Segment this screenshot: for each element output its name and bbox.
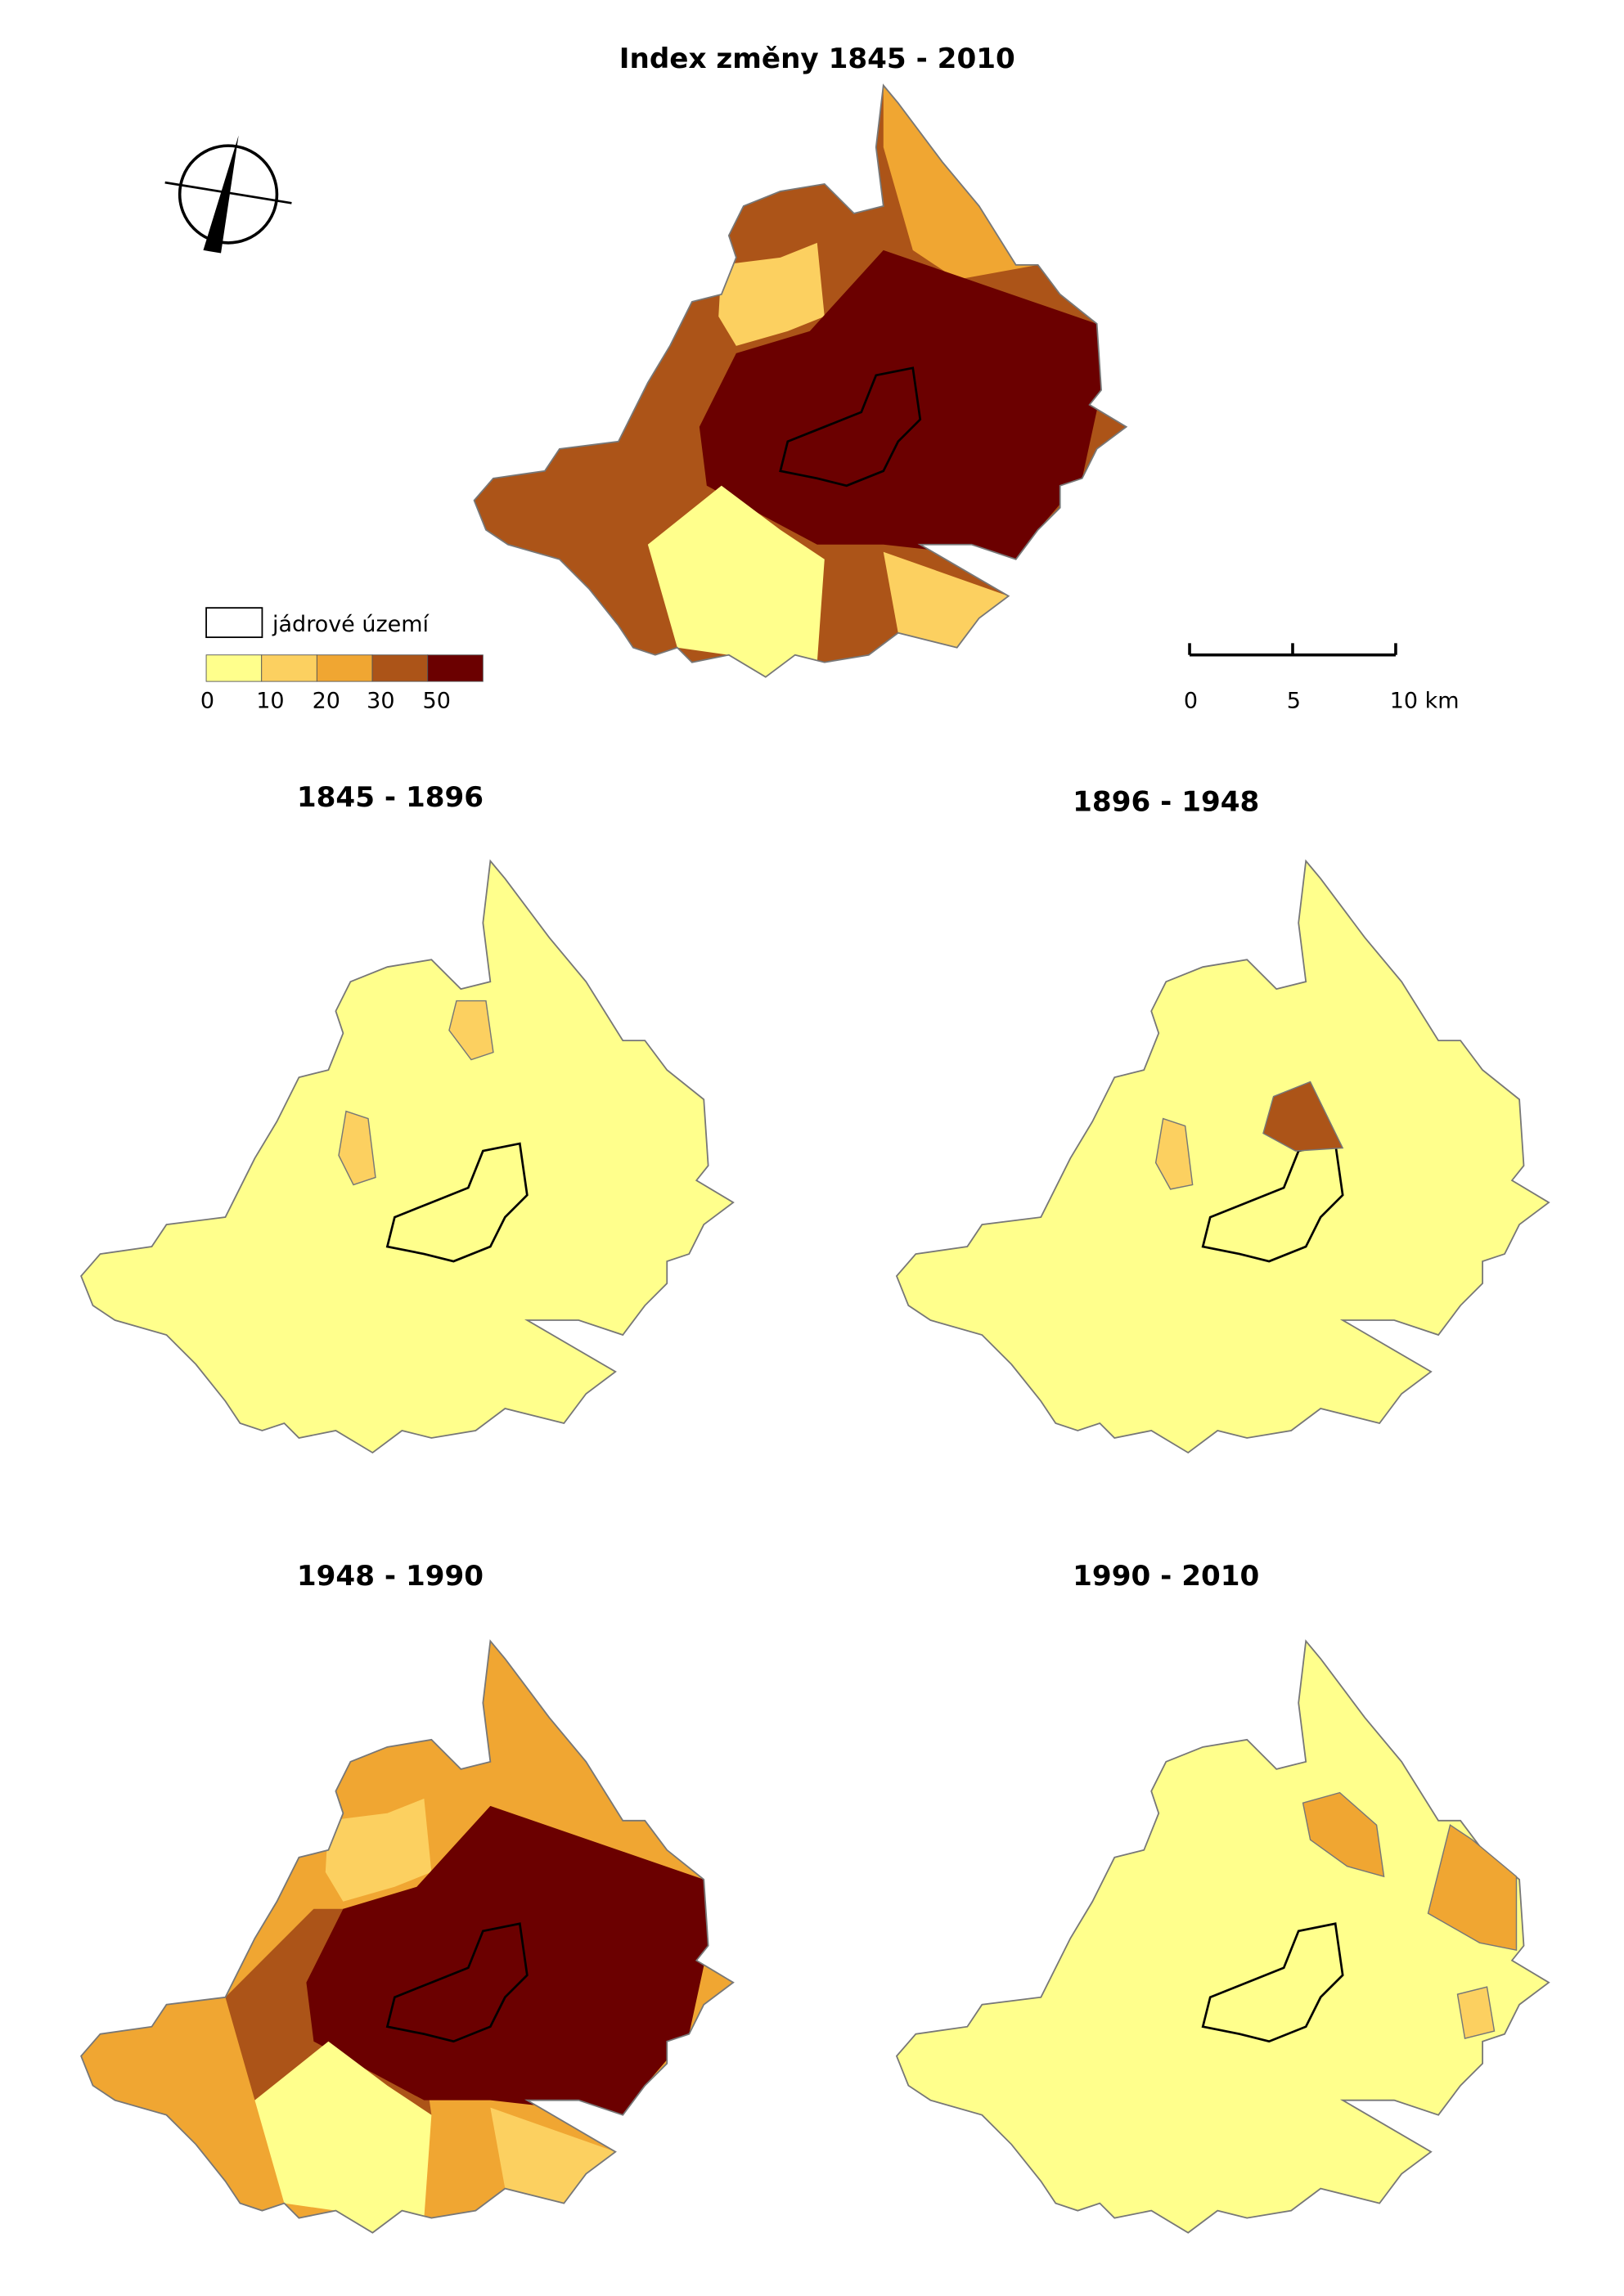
panel-map: 1948 - 1990	[80, 1560, 735, 2234]
north-arrow	[164, 135, 292, 254]
panel-title: 1948 - 1990	[297, 1560, 484, 1593]
legend-swatch	[427, 654, 484, 682]
region	[1427, 1824, 1518, 1952]
region	[1262, 1081, 1344, 1152]
legend-swatch	[261, 654, 317, 682]
region	[896, 860, 1550, 1453]
legend-break: 0	[200, 688, 214, 713]
legend-break: 10	[256, 688, 284, 713]
legend-core-label: jádrové území	[272, 612, 430, 637]
legend: jádrové území 0 10 20 30 50	[200, 607, 484, 713]
main-map: Index změny 1845 - 2010	[473, 43, 1127, 678]
panel-title: 1896 - 1948	[1073, 785, 1259, 818]
region	[1154, 1117, 1194, 1190]
scale-bar: 0 5 10 km	[1184, 643, 1460, 713]
scale-label: 0	[1184, 688, 1198, 713]
legend-swatch	[316, 654, 373, 682]
region	[896, 1641, 1550, 2233]
panel-map: 1990 - 2010	[896, 1560, 1550, 2234]
panel-map: 1896 - 1948	[896, 785, 1550, 1454]
region	[1302, 1791, 1385, 1878]
region	[448, 1000, 494, 1061]
legend-break: 30	[367, 688, 394, 713]
panel-title: 1990 - 2010	[1073, 1560, 1259, 1593]
legend-break: 20	[313, 688, 340, 713]
region	[81, 860, 734, 1453]
legend-swatch	[205, 654, 263, 682]
panel-title: 1845 - 1896	[297, 781, 484, 814]
panel-map: 1845 - 1896	[80, 781, 735, 1454]
region	[338, 1110, 376, 1186]
legend-break: 50	[423, 688, 451, 713]
scale-label: 10 km	[1390, 688, 1460, 713]
region	[1456, 1986, 1496, 2039]
legend-swatch	[371, 654, 429, 682]
scale-label: 5	[1287, 688, 1301, 713]
main-title: Index změny 1845 - 2010	[619, 43, 1015, 75]
